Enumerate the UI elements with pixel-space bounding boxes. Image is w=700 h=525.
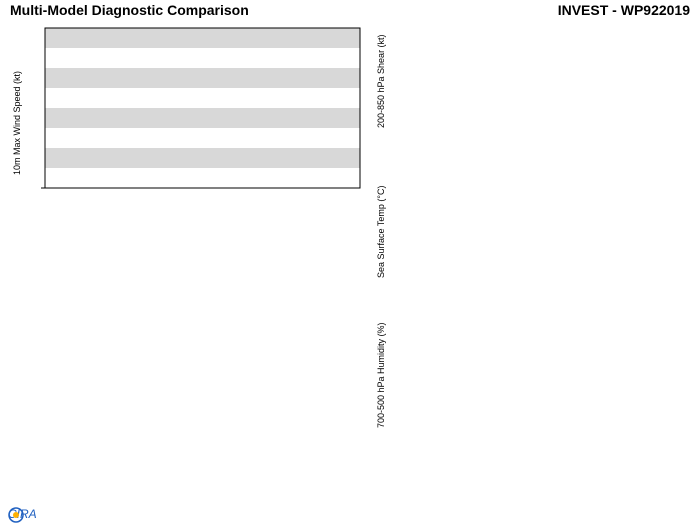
shear-chart (405, 28, 690, 133)
shear-ylabel: 200-850 hPa Shear (kt) (376, 34, 386, 128)
intensity-ylabel: 10m Max Wind Speed (kt) (12, 71, 22, 175)
sst-ylabel: Sea Surface Temp (°C) (376, 186, 386, 278)
rh-chart (405, 328, 690, 433)
sst-chart (405, 178, 690, 283)
track-chart (45, 230, 360, 508)
intensity-chart (45, 28, 360, 188)
title-right: INVEST - WP922019 (558, 2, 690, 18)
title-left: Multi-Model Diagnostic Comparison (10, 2, 249, 18)
cira-logo: CIRA (8, 507, 37, 521)
rh-ylabel: 700-500 hPa Humidity (%) (376, 322, 386, 428)
